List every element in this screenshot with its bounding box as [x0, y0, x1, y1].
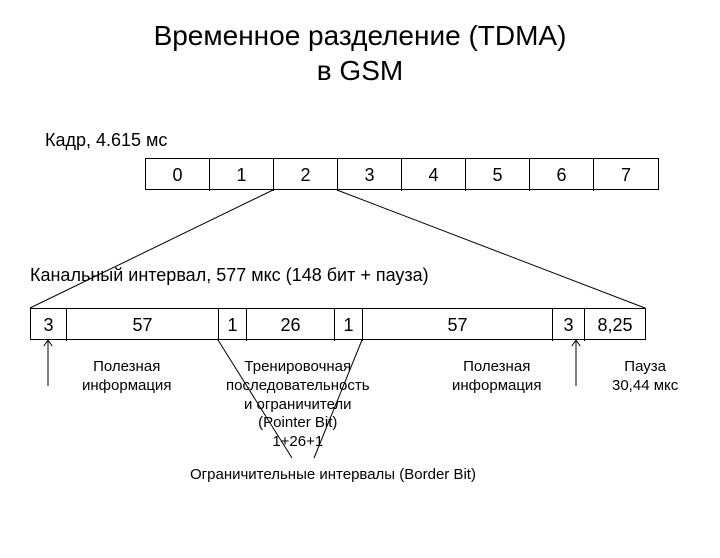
pause-l2: 30,44 мкс [612, 377, 678, 394]
slide-title: Временное разделение (TDMA) в GSM [0, 18, 720, 88]
title-l2: в GSM [317, 55, 403, 86]
frame-slot-1: 1 [210, 159, 274, 191]
payload-left-label: Полезная информация [82, 358, 171, 396]
frame-slot-7: 7 [594, 159, 658, 191]
burst-field-6: 3 [553, 309, 585, 341]
frame-slot-0: 0 [146, 159, 210, 191]
tr-l5: 1+26+1 [272, 433, 323, 450]
training-label: Тренировочная последовательность и огран… [226, 358, 370, 452]
burst-field-7: 8,25 [585, 309, 645, 341]
tr-l4: (Pointer Bit) [258, 414, 337, 431]
burst-field-0: 3 [31, 309, 67, 341]
burst-field-2: 1 [219, 309, 247, 341]
burst-field-3: 26 [247, 309, 335, 341]
payload-left-l1: Полезная [93, 358, 160, 375]
title-l1: Временное разделение (TDMA) [154, 20, 567, 51]
frame-slot-4: 4 [402, 159, 466, 191]
pause-label: Пауза 30,44 мкс [612, 358, 678, 396]
tdma-frame-row: 01234567 [145, 158, 659, 190]
frame-slot-6: 6 [530, 159, 594, 191]
burst-field-1: 57 [67, 309, 219, 341]
payload-right-l2: информация [452, 377, 541, 394]
tr-l3: и ограничители [244, 396, 352, 413]
payload-left-l2: информация [82, 377, 171, 394]
frame-slot-5: 5 [466, 159, 530, 191]
payload-right-label: Полезная информация [452, 358, 541, 396]
pause-l1: Пауза [624, 358, 666, 375]
tr-l1: Тренировочная [244, 358, 351, 375]
burst-field-5: 57 [363, 309, 553, 341]
frame-label: Кадр, 4.615 мс [45, 130, 167, 151]
tr-l2: последовательность [226, 377, 370, 394]
frame-slot-2: 2 [274, 159, 338, 191]
frame-slot-3: 3 [338, 159, 402, 191]
interval-label: Канальный интервал, 577 мкс (148 бит + п… [30, 265, 429, 286]
burst-structure-row: 35712615738,25 [30, 308, 646, 340]
payload-right-l1: Полезная [463, 358, 530, 375]
burst-field-4: 1 [335, 309, 363, 341]
border-bit-label: Ограничительные интервалы (Border Bit) [190, 466, 476, 485]
